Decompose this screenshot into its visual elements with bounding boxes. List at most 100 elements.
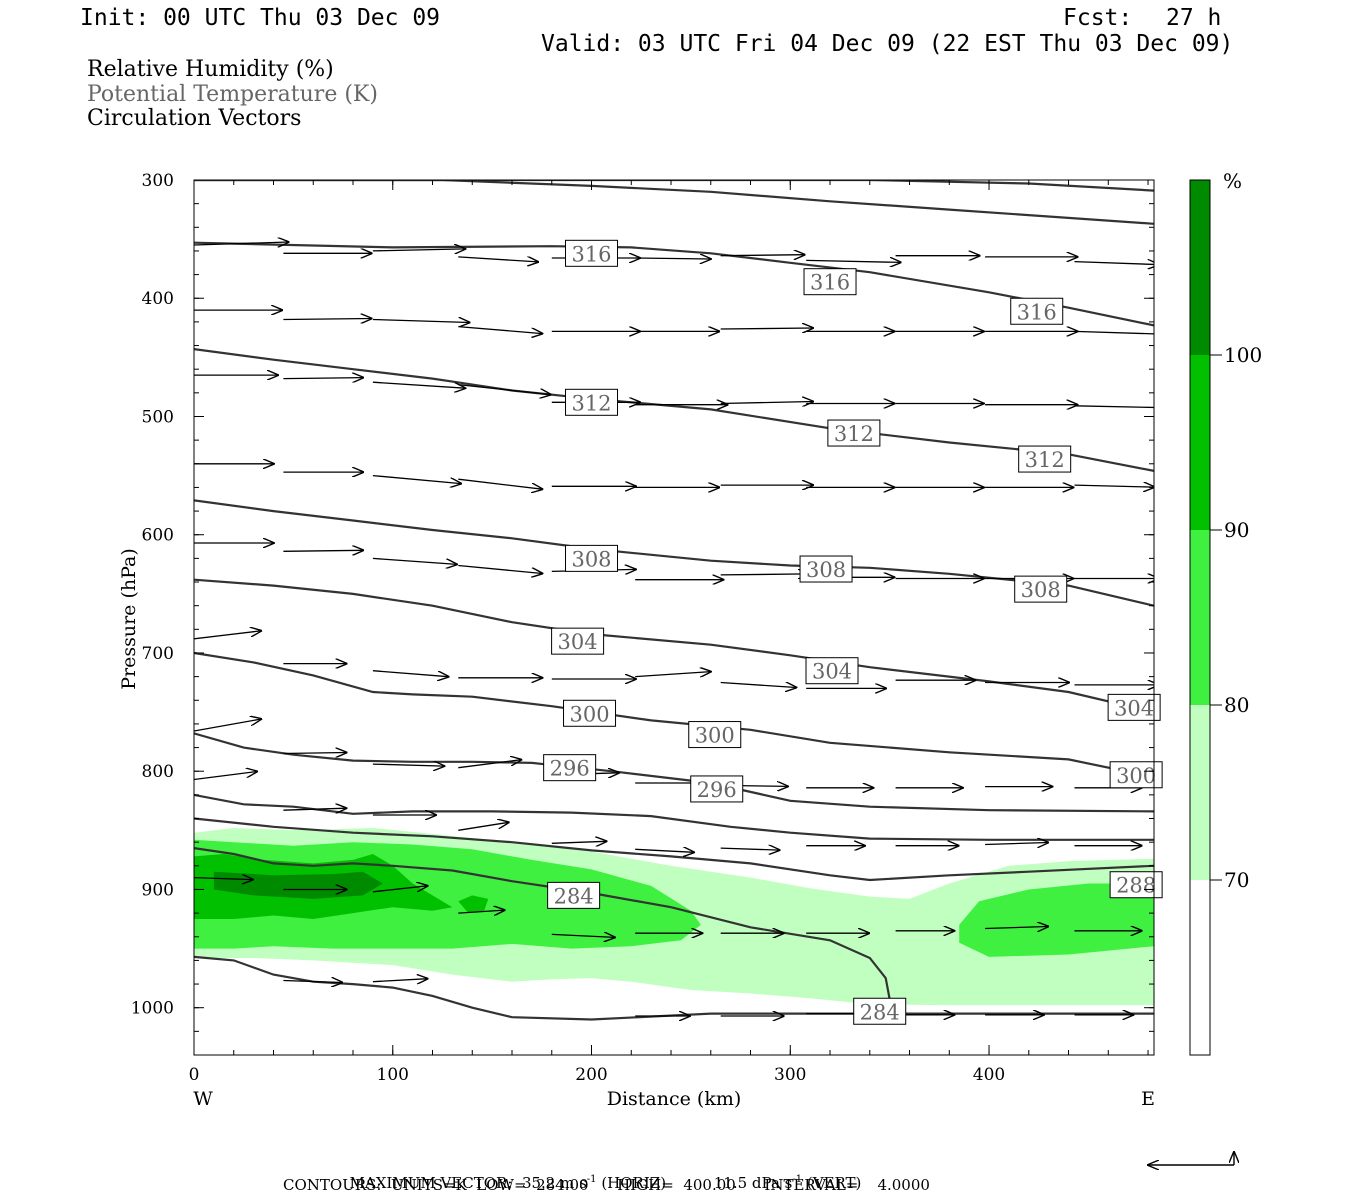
contour-label-300: 300: [1109, 761, 1163, 789]
contour-label-296: 296: [543, 754, 597, 782]
wind-vector: [458, 822, 508, 831]
theta-contour-304-5: [194, 578, 1154, 714]
wind-vector: [551, 934, 615, 937]
contour-label-312: 312: [827, 419, 881, 447]
x-tick-label-100: 100: [377, 1065, 409, 1085]
colorbar-band-90: [1190, 355, 1210, 530]
wind-vector: [372, 764, 444, 766]
wind-vector: [283, 319, 371, 320]
svg-text:300: 300: [1116, 764, 1156, 788]
colorbar-band-70: [1190, 705, 1210, 880]
wind-vector: [194, 719, 261, 732]
wind-vector: [806, 260, 901, 262]
wind-vector: [720, 683, 797, 688]
footer-contours: CONTOURS: UNITS=K LOW= 284.00 HIGH= 400.…: [283, 1176, 930, 1194]
wind-vector: [551, 841, 607, 843]
contour-label-308: 308: [1014, 575, 1068, 603]
svg-text:304: 304: [558, 630, 598, 654]
forecast-label: Fcst:: [1063, 5, 1133, 31]
wind-vector: [458, 564, 542, 574]
wind-vector: [372, 557, 457, 564]
wind-vector: [458, 325, 542, 334]
wind-vector: [458, 383, 550, 395]
svg-text:312: 312: [834, 422, 874, 446]
theta-contour-296-7: [194, 732, 1154, 813]
svg-text:304: 304: [1114, 696, 1154, 720]
svg-text:316: 316: [810, 271, 850, 295]
contour-label-316: 316: [1010, 297, 1064, 325]
wind-vector: [458, 478, 542, 489]
svg-text:308: 308: [1021, 578, 1061, 602]
max-vector-horiz: 35.2 m s: [521, 1174, 587, 1192]
y-axis-title: Pressure (hPa): [118, 548, 140, 690]
svg-text:312: 312: [1025, 448, 1065, 472]
wind-vector: [985, 927, 1048, 929]
wind-vector: [372, 249, 465, 251]
wind-vector: [283, 808, 346, 810]
wind-vectors: [194, 242, 1154, 1016]
theta-contour-288-9: [194, 817, 1154, 882]
theta-contour-316-0: [194, 241, 1154, 327]
y-tick-label-1000: 1000: [131, 999, 174, 1019]
colorbar-band-100: [1190, 180, 1210, 355]
rh-region-90-4: [458, 895, 489, 914]
wind-vector: [458, 760, 521, 769]
contour-labels: 316 316 316 312 312 312 308 308 308 304 304 304 300 3…: [543, 239, 1163, 1025]
max-vector-horiz-exp: -1: [586, 1174, 597, 1185]
colorbar-label-100: 100: [1224, 343, 1262, 367]
wind-vector: [283, 378, 363, 379]
field-vectors-label: Circulation Vectors: [87, 106, 302, 131]
svg-text:284: 284: [554, 884, 594, 908]
y-tick-label-700: 700: [142, 644, 174, 664]
max-vector-vert-exp: -1: [792, 1174, 803, 1185]
x-tick-label-200: 200: [575, 1065, 607, 1085]
x-axis-title: Distance (km): [607, 1088, 742, 1110]
wind-vector: [194, 631, 261, 640]
rh-shading: [194, 828, 1154, 1006]
footer-max-vector: MAXIMUM VECTOR: 35.2 m s-1 (HORIZ) 11.5 …: [340, 1156, 862, 1192]
wind-vector: [194, 772, 257, 781]
colorbar-label-80: 80: [1224, 693, 1249, 717]
x-tick-label-400: 400: [973, 1065, 1005, 1085]
svg-text:312: 312: [571, 391, 611, 415]
wind-vector: [1074, 262, 1154, 265]
wind-vector: [372, 670, 449, 677]
colorbar-frame: [1189, 179, 1211, 1056]
theta-contour-320-1: [194, 180, 1154, 225]
theta-contour-292-8: [194, 793, 1154, 841]
max-vector-vert: 11.5 dPa s: [713, 1174, 793, 1192]
max-vector-vert-unit: (VERT): [806, 1174, 862, 1192]
y-tick-label-600: 600: [142, 526, 174, 546]
wind-vector: [372, 886, 428, 893]
theta-contour-308-4: [194, 499, 1154, 607]
svg-text:300: 300: [695, 724, 735, 748]
wind-vector: [985, 843, 1048, 845]
wind-vector: [1074, 330, 1154, 335]
contour-label-300: 300: [563, 699, 617, 727]
svg-text:316: 316: [1017, 300, 1057, 324]
wind-vector: [283, 550, 363, 551]
reference-vector-icon: [1148, 1152, 1234, 1165]
colorbar-label-90: 90: [1224, 518, 1249, 542]
field-theta-label: Potential Temperature (K): [87, 82, 378, 107]
contour-label-308: 308: [799, 555, 853, 583]
contour-label-316: 316: [565, 239, 619, 267]
x-tick-label-300: 300: [774, 1065, 806, 1085]
wind-vector: [372, 320, 470, 323]
y-tick-label-800: 800: [142, 762, 174, 782]
theta-contour-284-10: [194, 847, 891, 1000]
wind-vector: [194, 878, 253, 880]
init-time: Init: 00 UTC Thu 03 Dec 09: [80, 5, 441, 31]
contour-label-288: 288: [1109, 871, 1163, 899]
y-tick-label-500: 500: [142, 407, 174, 427]
colorbar-label-70: 70: [1224, 868, 1249, 892]
plot-frame: [193, 179, 1155, 1056]
wind-vector: [635, 849, 694, 852]
wind-vector: [372, 979, 428, 982]
contour-label-296: 296: [690, 775, 744, 803]
wind-vector: [458, 910, 504, 913]
max-vector-horiz-unit: (HORIZ): [601, 1174, 667, 1192]
max-vector-label: MAXIMUM VECTOR:: [349, 1174, 513, 1192]
contour-label-316: 316: [803, 268, 857, 296]
